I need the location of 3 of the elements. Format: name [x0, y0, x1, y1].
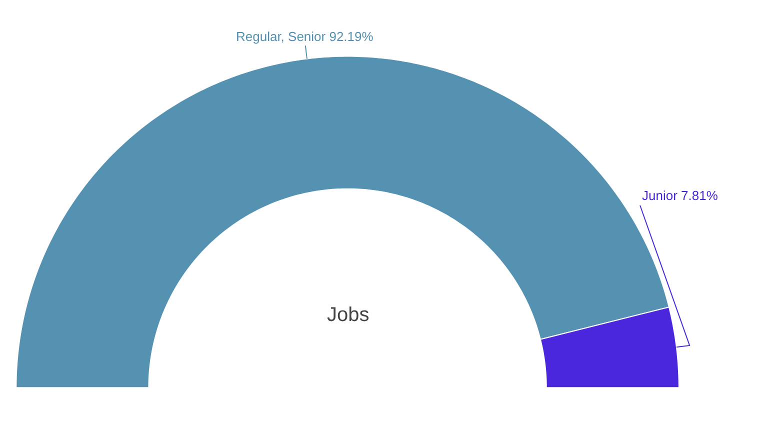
- slice-label: Regular, Senior 92.19%: [236, 29, 374, 44]
- slice-label: Junior 7.81%: [642, 188, 718, 203]
- text: Jobs: [327, 304, 370, 326]
